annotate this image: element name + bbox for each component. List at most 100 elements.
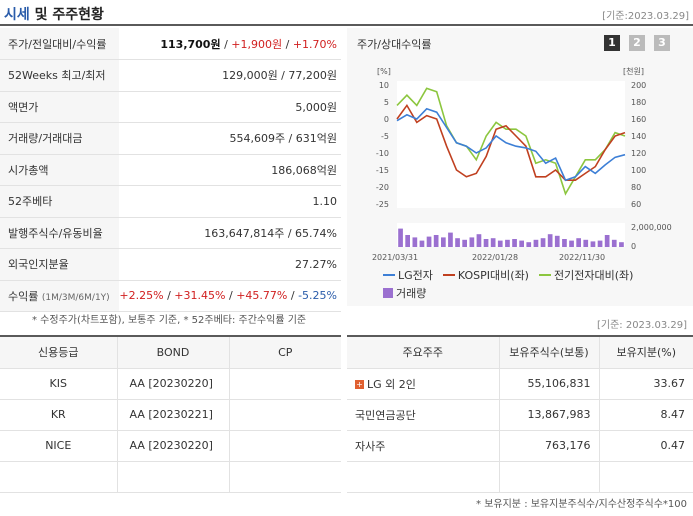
empty-cell [117, 461, 230, 493]
volume-bar [426, 236, 432, 247]
chart-page-1-button[interactable]: 1 [604, 35, 620, 51]
returns-value: +2.25% / +31.45% / +45.77% / -5.25% [119, 280, 341, 312]
y-left-tick-label: 5 [384, 98, 389, 107]
y-left-tick-label: 10 [379, 81, 389, 90]
volume-bar [562, 239, 567, 247]
y-left-tick-label: -10 [376, 149, 389, 158]
shares-cell: 763,176 [499, 430, 600, 462]
row-value: 1.10 [119, 185, 341, 218]
row-label: 액면가 [0, 91, 120, 123]
empty-cell [347, 461, 500, 493]
volume-bar [540, 238, 546, 247]
return-1m: +2.25% [119, 289, 164, 303]
y-right-tick-label: 160 [631, 115, 646, 124]
table-row: 발행주식수/유동비율 163,647,814주 / 65.74% [0, 217, 341, 249]
current-price: 113,700원 [160, 37, 221, 51]
row-label: 수익률 (1M/3M/6M/1Y) [0, 280, 120, 312]
section-header: 시세 및 주주현황 [기준:2023.03.29] [0, 0, 693, 26]
volume-bar [547, 234, 553, 247]
legend-item-samsung: 전기전자대비(좌) [538, 267, 633, 283]
return-1y: -5.25% [298, 289, 337, 303]
table-row: 국민연금공단 13,867,983 8.47 [347, 399, 693, 431]
volume-bar [619, 242, 624, 247]
legend-item-kospi: KOSPI대비(좌) [442, 267, 529, 283]
base-date-secondary: [기준: 2023.03.29] [596, 320, 687, 331]
y-left-tick-label: -20 [376, 183, 389, 192]
legend-item-volume: 거래량 [383, 285, 426, 301]
row-label: 발행주식수/유동비율 [0, 217, 120, 249]
chart-panel: 주가/상대수익률 1 2 3 [%] [천원] 10 5 0 -5 -10 -15 -20 -25… [347, 28, 693, 306]
empty-cell [229, 461, 341, 493]
row-value: 186,068억원 [119, 154, 341, 186]
empty-cell [499, 461, 600, 493]
column-header: CP [229, 335, 341, 369]
credit-rating-table: 신용등급 BOND CP KIS AA [20230220] KR AA [20… [0, 335, 341, 493]
table-row: + LG 외 2인 55,106,831 33.67 [347, 368, 693, 400]
separator: / [228, 289, 233, 303]
volume-bar [497, 240, 503, 247]
y-left-tick-label: -15 [376, 166, 389, 175]
major-shareholders-table: 주요주주 보유주식수(보통) 보유지분(%) + LG 외 2인 55,106,8… [347, 335, 693, 493]
bond-cell: AA [20230221] [117, 399, 230, 431]
legend-square-icon [383, 288, 393, 298]
bond-cell: AA [20230220] [117, 430, 230, 462]
right-axis-unit: [천원] [623, 66, 644, 76]
holder-name-cell[interactable]: + LG 외 2인 [347, 368, 500, 400]
y-right-tick-label: 200 [631, 81, 646, 90]
holder-name-cell: 자사주 [347, 430, 500, 462]
table-row: KIS AA [20230220] [0, 368, 341, 400]
chart-title: 주가/상대수익률 [357, 38, 432, 51]
volume-bar [462, 239, 467, 247]
legend-line-icon [442, 274, 455, 276]
price-note: * 수정주가(차트포함), 보통주 기준, * 52주베타: 주간수익률 기준 [32, 315, 307, 326]
separator: / [167, 289, 171, 303]
volume-bar [526, 242, 532, 247]
table-row: KR AA [20230221] [0, 399, 341, 431]
table-row: 거래량/거래대금 554,609주 / 631억원 [0, 122, 341, 155]
volume-bar [441, 237, 446, 247]
legend-line-icon [383, 274, 395, 276]
pct-cell: 8.47 [599, 399, 693, 431]
y-left-tick-label: -25 [376, 200, 389, 209]
bond-cell: AA [20230220] [117, 368, 230, 400]
volume-tick-label: 0 [631, 242, 636, 251]
agency-cell: KR [0, 399, 118, 431]
legend-label: KOSPI대비(좌) [457, 269, 529, 282]
volume-bar [419, 240, 425, 247]
volume-bar [554, 235, 560, 247]
series-line-kospi [396, 103, 626, 181]
section-title: 시세 및 주주현황 [4, 4, 104, 24]
legend-line-icon [538, 274, 551, 276]
holder-name: 자사주 [355, 439, 386, 453]
pct-cell: 33.67 [599, 368, 693, 400]
chart-page-3-button[interactable]: 3 [654, 35, 670, 51]
volume-bar [576, 238, 581, 247]
return-6m: +45.77% [236, 289, 288, 303]
volume-bar [569, 240, 574, 247]
row-value: 129,000원 / 77,200원 [119, 59, 341, 92]
row-label: 주가/전일대비/수익률 [0, 28, 120, 60]
volume-bar [398, 228, 403, 247]
separator: / [282, 37, 293, 51]
expand-plus-icon[interactable]: + [355, 380, 364, 389]
volume-bar [476, 234, 482, 247]
left-axis-unit: [%] [377, 67, 391, 76]
shares-cell: 13,867,983 [499, 399, 600, 431]
x-tick-label: 2022/01/28 [472, 253, 518, 262]
table-row: 자사주 763,176 0.47 [347, 430, 693, 462]
volume-bar [405, 235, 410, 247]
price-summary-table: 주가/전일대비/수익률 113,700원 / +1,900원 / +1.70% … [0, 28, 341, 312]
base-date: [기준:2023.03.29] [602, 11, 689, 22]
title-rest: 및 주주현황 [34, 7, 104, 23]
column-header: 보유주식수(보통) [499, 335, 600, 369]
x-tick-label: 2021/03/31 [372, 253, 418, 262]
volume-bar [604, 235, 610, 247]
return-3m: +31.45% [174, 289, 226, 303]
row-value: 163,647,814주 / 65.74% [119, 217, 341, 249]
row-value: 554,609주 / 631억원 [119, 122, 341, 155]
y-right-tick-label: 180 [631, 98, 646, 107]
row-label: 시가총액 [0, 154, 120, 186]
row-label: 거래량/거래대금 [0, 122, 120, 155]
chart-page-2-button[interactable]: 2 [629, 35, 645, 51]
row-label: 52주베타 [0, 185, 120, 218]
